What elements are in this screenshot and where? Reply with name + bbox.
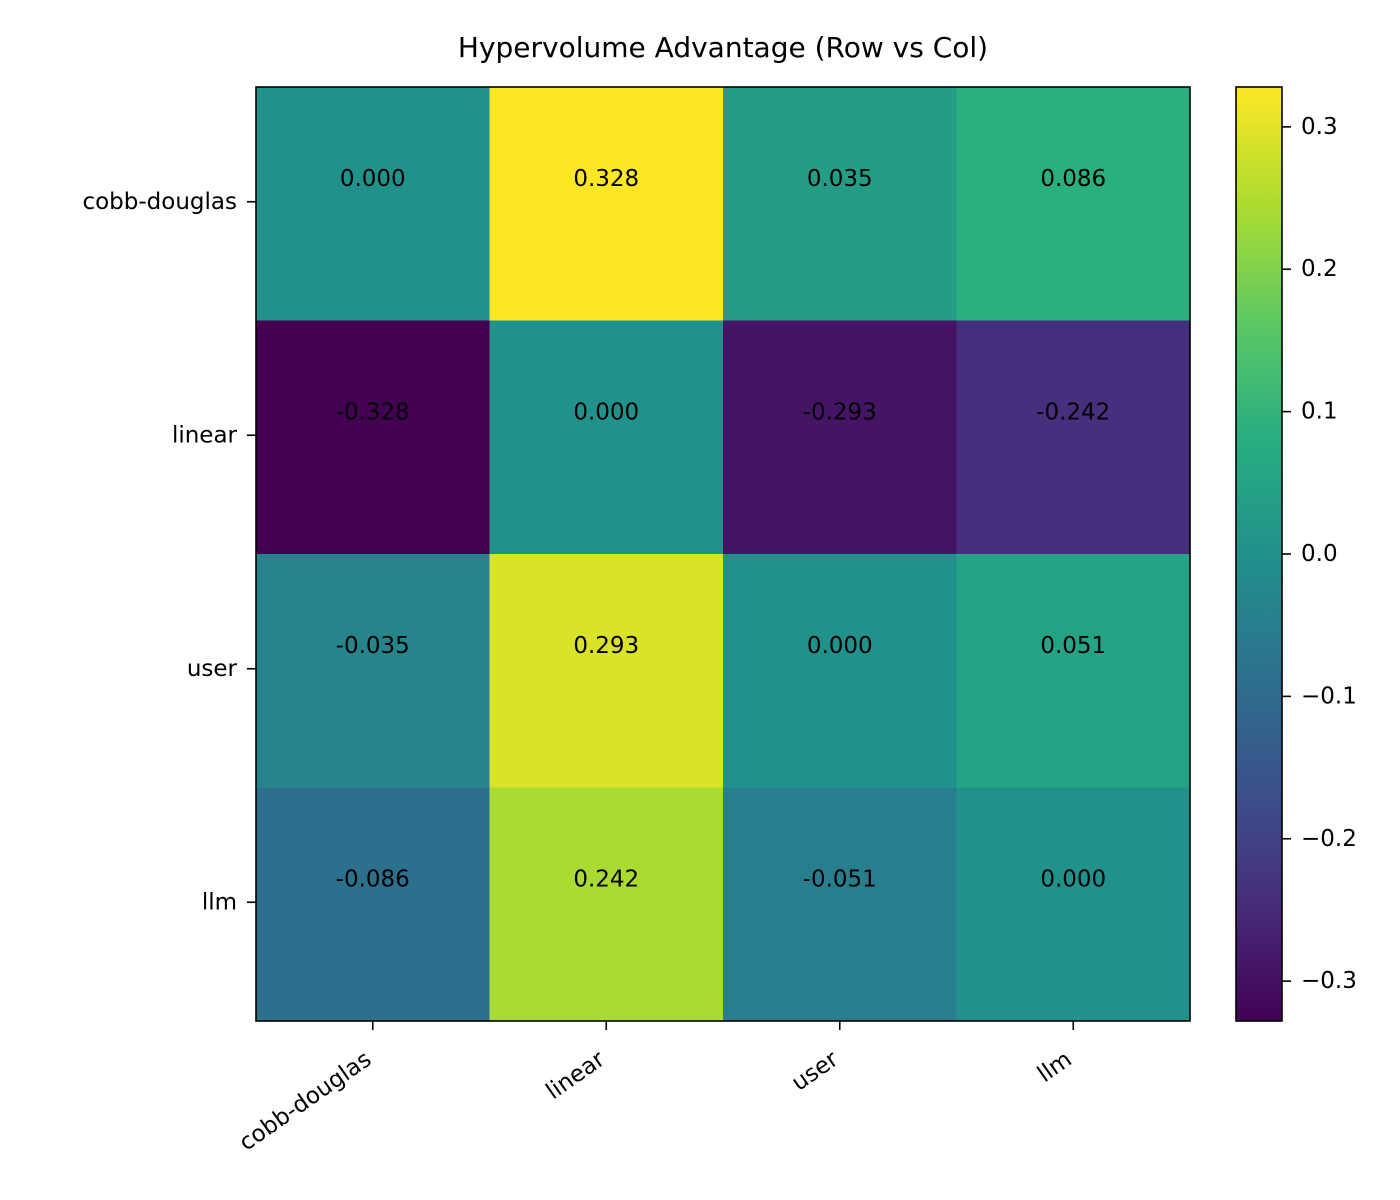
heatmap-cell — [256, 320, 490, 555]
colorbar-tick-label: 0.3 — [1301, 114, 1338, 140]
colorbar-axis: 0.3 0.2 0.1 0.0 −0.1 −0.2 −0.3 — [1282, 114, 1357, 994]
heatmap-cell — [723, 87, 957, 321]
y-tick-label: cobb-douglas — [82, 189, 237, 215]
colorbar-tick-label: −0.3 — [1301, 968, 1357, 994]
chart-title: Hypervolume Advantage (Row vs Col) — [458, 31, 988, 64]
x-axis: cobb-douglas linear user llm — [235, 1021, 1077, 1156]
cell-value-label: 0.000 — [573, 399, 639, 425]
heatmap-cell — [489, 87, 724, 321]
heatmap-cell — [256, 87, 490, 321]
x-tick-label: user — [787, 1046, 843, 1096]
cell-value-label: -0.242 — [1036, 399, 1110, 425]
colorbar-tick-label: 0.2 — [1301, 256, 1338, 282]
cell-value-label: 0.328 — [573, 166, 639, 192]
cell-value-label: 0.051 — [1040, 633, 1106, 659]
heatmap-cell — [489, 554, 724, 788]
y-axis: cobb-douglas linear user llm — [82, 189, 256, 915]
heatmap-cell — [256, 787, 490, 1022]
cell-value-label: 0.000 — [807, 633, 873, 659]
cell-value-label: -0.086 — [336, 866, 410, 892]
heatmap-cell — [723, 554, 957, 788]
heatmap-cell — [489, 787, 724, 1022]
heatmap-cell — [956, 554, 1191, 788]
y-tick-label: llm — [202, 889, 237, 915]
heatmap-cells — [256, 87, 1191, 1022]
cell-value-label: 0.000 — [1040, 866, 1106, 892]
cell-value-label: 0.293 — [573, 633, 639, 659]
colorbar-tick-label: −0.1 — [1301, 683, 1357, 709]
heatmap-cell — [723, 787, 957, 1022]
cell-value-label: 0.000 — [340, 166, 406, 192]
x-tick-label: cobb-douglas — [235, 1046, 376, 1156]
heatmap-cell — [956, 320, 1191, 555]
x-tick-label: linear — [541, 1046, 610, 1105]
heatmap-cell-labels: 0.000 0.328 0.035 0.086 -0.328 0.000 -0.293 -0.… — [336, 166, 1111, 893]
cell-value-label: 0.242 — [573, 866, 639, 892]
heatmap-cell — [723, 320, 957, 555]
cell-value-label: 0.035 — [807, 166, 873, 192]
y-tick-label: linear — [172, 422, 238, 448]
colorbar-tick-label: −0.2 — [1301, 826, 1357, 852]
heatmap-cell — [256, 554, 490, 788]
cell-value-label: -0.328 — [336, 399, 410, 425]
plot-frame — [255, 86, 1191, 1022]
cell-value-label: 0.086 — [1040, 166, 1106, 192]
cell-value-label: -0.051 — [803, 866, 877, 892]
heatmap-cell — [956, 87, 1191, 321]
cell-value-label: -0.035 — [336, 633, 410, 659]
cell-value-label: -0.293 — [803, 399, 877, 425]
x-tick-label: llm — [1033, 1046, 1077, 1087]
heatmap-cell — [956, 787, 1191, 1022]
colorbar-tick-label: 0.0 — [1301, 541, 1338, 567]
colorbar-tick-label: 0.1 — [1301, 399, 1338, 425]
heatmap-cell — [489, 320, 724, 555]
colorbar — [1235, 86, 1283, 1022]
y-tick-label: user — [187, 656, 238, 682]
